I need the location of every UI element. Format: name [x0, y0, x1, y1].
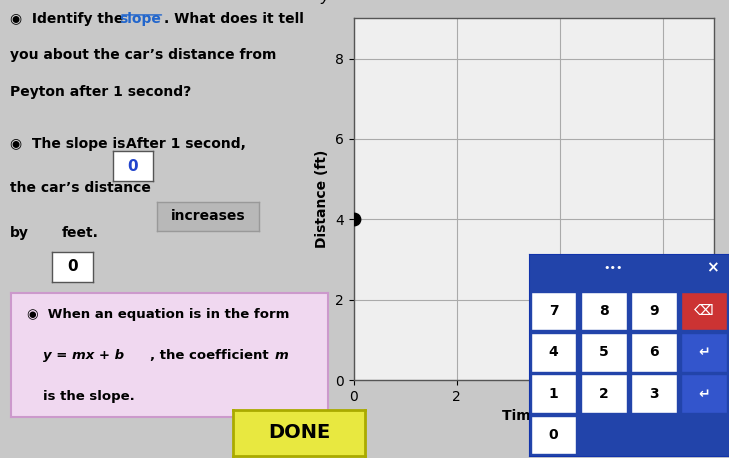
Y-axis label: Distance (ft): Distance (ft) — [316, 150, 330, 248]
Text: 0: 0 — [128, 158, 139, 174]
Text: y = mx + b: y = mx + b — [42, 349, 124, 362]
Text: 0: 0 — [549, 428, 558, 442]
Text: the car’s distance: the car’s distance — [10, 181, 151, 196]
Text: increases: increases — [171, 209, 245, 224]
Text: ↵: ↵ — [698, 387, 710, 401]
Point — [348, 216, 359, 223]
Text: ◉  The slope is: ◉ The slope is — [10, 137, 125, 151]
Text: •••: ••• — [603, 263, 623, 273]
Text: feet.: feet. — [62, 226, 99, 240]
Text: 9: 9 — [649, 304, 658, 318]
Text: 3: 3 — [649, 387, 658, 401]
Text: 5: 5 — [599, 345, 609, 360]
Text: slope: slope — [119, 12, 161, 26]
Text: is the slope.: is the slope. — [42, 390, 134, 403]
X-axis label: Time (s): Time (s) — [502, 409, 566, 423]
Text: m: m — [274, 349, 288, 362]
Text: you about the car’s distance from: you about the car’s distance from — [10, 49, 276, 62]
Text: DONE: DONE — [268, 423, 330, 442]
Text: ◉  When an equation is in the form: ◉ When an equation is in the form — [27, 308, 289, 321]
Text: 0: 0 — [67, 259, 78, 274]
Text: 2: 2 — [599, 387, 609, 401]
Text: y: y — [320, 0, 330, 4]
Text: Peyton after 1 second?: Peyton after 1 second? — [10, 85, 191, 98]
Text: ◉  Identify the: ◉ Identify the — [10, 12, 128, 26]
Text: ×: × — [706, 261, 720, 276]
Text: 8: 8 — [599, 304, 609, 318]
Text: 4: 4 — [549, 345, 558, 360]
Text: 1: 1 — [549, 387, 558, 401]
Text: After 1 second,: After 1 second, — [126, 137, 246, 151]
Text: 6: 6 — [649, 345, 658, 360]
Text: by: by — [10, 226, 29, 240]
Text: ↵: ↵ — [698, 345, 710, 360]
Text: ⌫: ⌫ — [694, 304, 714, 318]
Text: . What does it tell: . What does it tell — [164, 12, 304, 26]
Text: , the coefficient: , the coefficient — [150, 349, 273, 362]
Text: 7: 7 — [549, 304, 558, 318]
